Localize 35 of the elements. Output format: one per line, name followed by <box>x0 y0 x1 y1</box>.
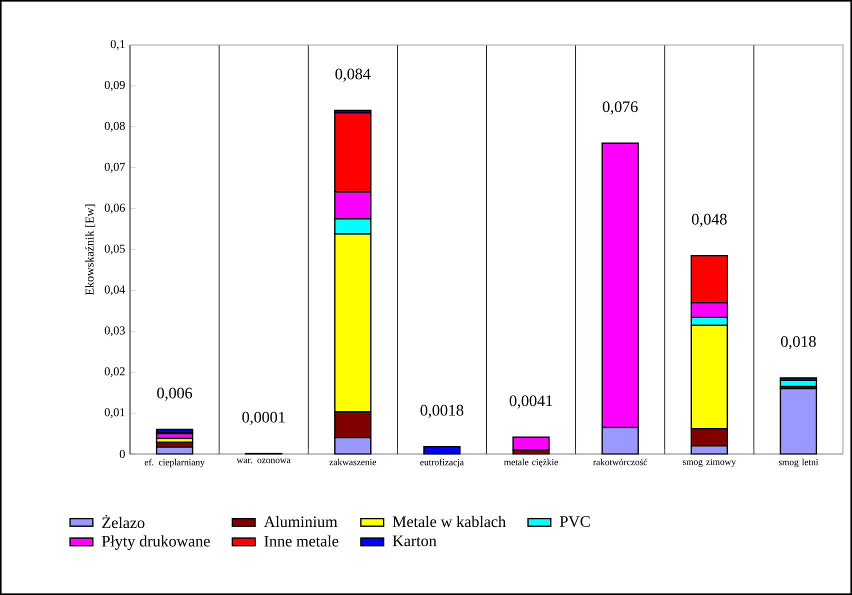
x-tick-label: smog zimowy <box>682 458 736 467</box>
x-tick-label: zakwaszenie <box>329 458 376 466</box>
x-tick-label: ef. cieplarniany <box>144 458 205 468</box>
legend-label: Metale w kablach <box>392 516 506 528</box>
total-label: 0,0018 <box>420 404 464 418</box>
y-tick-label: 0,01 <box>104 408 125 418</box>
total-label: 0,084 <box>335 68 371 82</box>
total-label: 0,018 <box>781 336 816 350</box>
total-label: 0,076 <box>602 101 638 114</box>
y-tick-label: 0,03 <box>104 326 125 336</box>
legend-label: Płyty drukowane <box>102 535 210 550</box>
y-tick-label: 0 <box>120 450 125 458</box>
y-tick-label: 0,02 <box>104 367 125 378</box>
x-tick-label: rakotwórczość <box>593 458 648 466</box>
x-tick-label: metale ciężkie <box>504 458 558 468</box>
y-tick-label: 0,1 <box>110 40 125 50</box>
total-label: 0,048 <box>692 214 727 227</box>
y-tick-label: 0,07 <box>104 162 125 173</box>
legend-label: Żelazo <box>102 514 144 528</box>
y-tick-label: 0,06 <box>104 204 125 214</box>
total-label: 0,0001 <box>242 412 285 425</box>
y-tick-label: 0,08 <box>104 122 125 132</box>
y-tick-label: 0,05 <box>104 244 125 254</box>
legend-label: Aluminium <box>264 516 338 528</box>
legend-label: Karton <box>392 536 436 546</box>
y-tick-label: 0,04 <box>104 285 126 296</box>
total-label: 0,0041 <box>510 395 552 409</box>
y-tick-label: 0,09 <box>104 80 125 91</box>
legend-label: PVC <box>560 516 590 527</box>
y-axis-title: Ekowskaźnik [Ew] <box>85 204 96 295</box>
legend-label: Inne metale <box>264 535 338 547</box>
total-label: 0,006 <box>157 388 192 401</box>
x-tick-label: eutrofizacja <box>420 458 464 468</box>
x-tick-label: war. ozonowa <box>236 458 291 464</box>
x-tick-label: smog letni <box>778 458 818 468</box>
